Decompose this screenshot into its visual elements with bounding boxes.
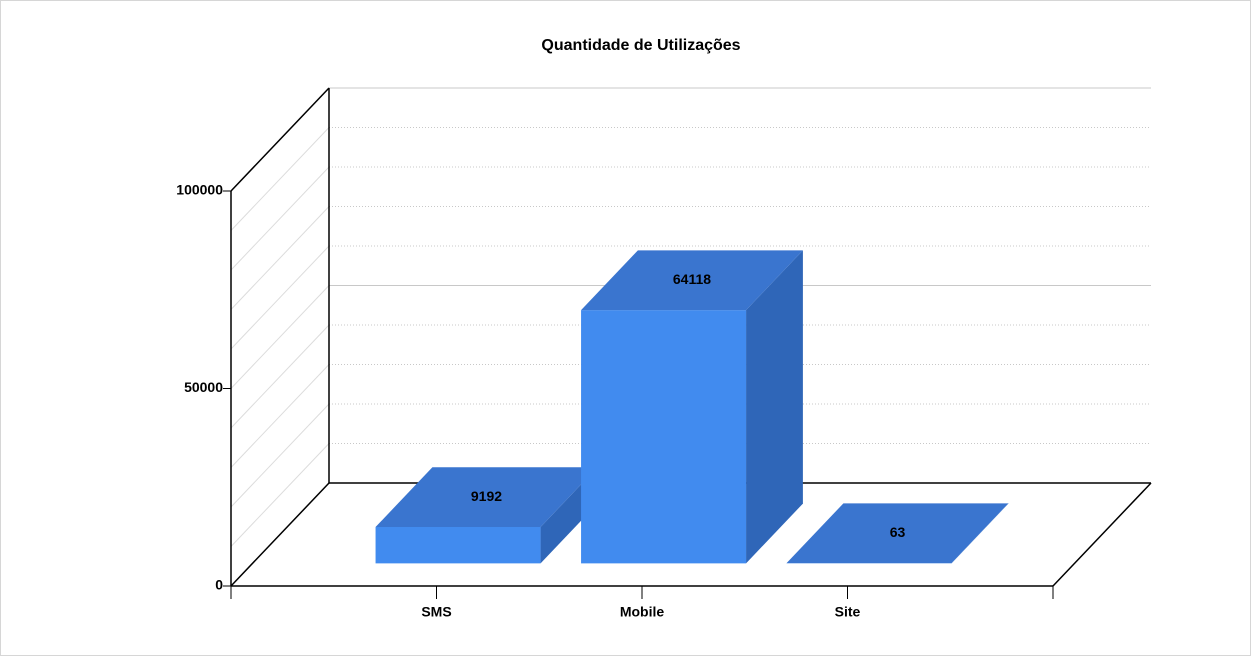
value-label: 64118 bbox=[673, 271, 711, 287]
y-tick-label: 0 bbox=[215, 577, 223, 593]
value-label: 9192 bbox=[471, 488, 502, 504]
side-grid-line bbox=[230, 324, 330, 429]
side-grid-line bbox=[230, 245, 330, 350]
top-edge bbox=[230, 87, 330, 192]
floor-edge bbox=[1052, 482, 1152, 587]
bar-front bbox=[375, 527, 541, 564]
bar-top bbox=[786, 503, 1009, 564]
bar-side bbox=[951, 503, 1009, 564]
y-tick-label: 50000 bbox=[184, 379, 223, 395]
side-grid-line bbox=[230, 127, 330, 231]
side-grid-line bbox=[230, 285, 330, 389]
side-grid-line bbox=[230, 206, 330, 310]
bar-top bbox=[581, 250, 803, 311]
side-grid-line bbox=[230, 364, 330, 468]
x-tick-label: SMS bbox=[421, 604, 451, 620]
side-grid-line bbox=[230, 403, 330, 508]
side-grid-line bbox=[230, 166, 330, 271]
x-tick-label: Mobile bbox=[620, 604, 665, 620]
side-grid-line bbox=[230, 443, 330, 547]
side-grid-line bbox=[230, 482, 330, 587]
bar-top bbox=[375, 467, 598, 528]
x-tick-label: Site bbox=[835, 604, 861, 620]
y-tick-label: 100000 bbox=[176, 182, 223, 198]
value-label: 63 bbox=[890, 524, 906, 540]
bar-side bbox=[746, 250, 803, 564]
bar-front bbox=[581, 310, 747, 564]
chart-title: Quantidade de Utilizações bbox=[541, 37, 740, 54]
